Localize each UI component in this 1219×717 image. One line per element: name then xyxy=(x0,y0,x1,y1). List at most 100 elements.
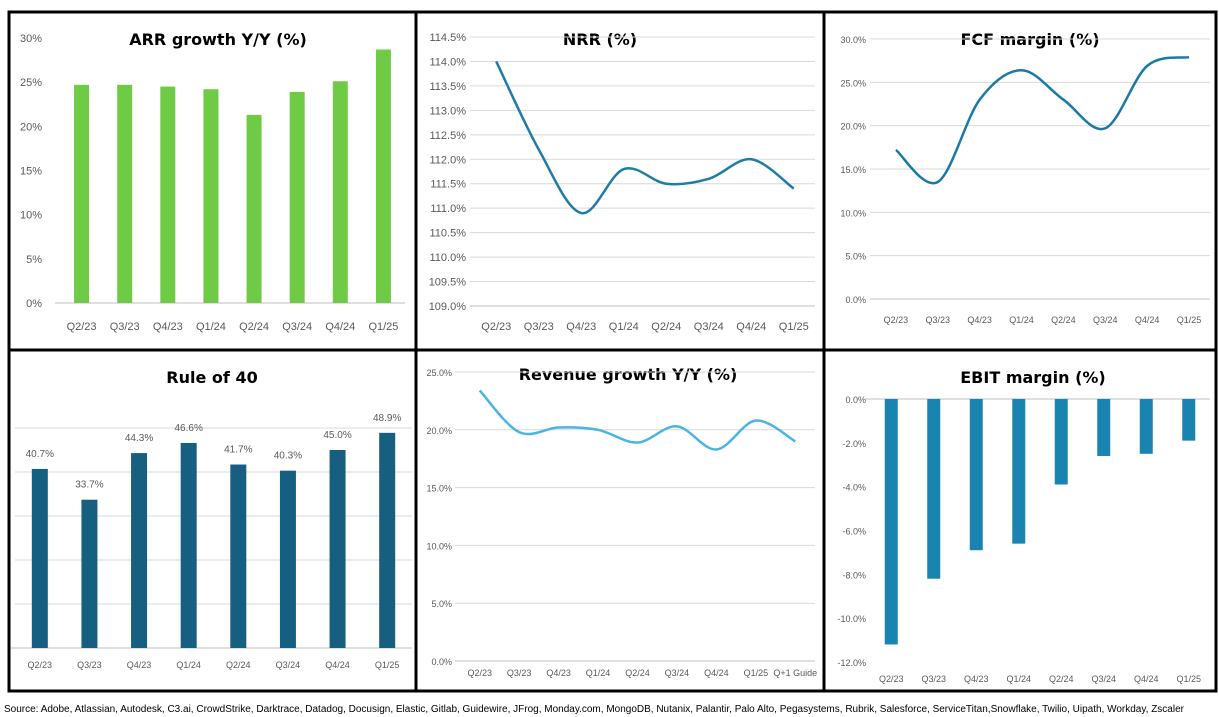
y-tick-label: 112.5% xyxy=(430,130,467,142)
bar xyxy=(117,84,133,303)
y-tick-label: 113.0% xyxy=(430,105,467,117)
bar xyxy=(1054,399,1068,485)
bar xyxy=(927,399,941,579)
y-tick-label: 111.0% xyxy=(430,203,466,215)
source-note: Source: Adobe, Atlassian, Autodesk, C3.a… xyxy=(4,704,1185,715)
y-tick-label: 0% xyxy=(26,298,42,310)
x-tick-label: Q1/25 xyxy=(1176,674,1201,684)
x-tick-label: Q4/24 xyxy=(325,321,355,333)
x-tick-label: Q2/23 xyxy=(467,668,492,678)
y-tick-label: -6.0% xyxy=(842,527,866,537)
y-tick-label: 114.0% xyxy=(430,56,467,68)
x-tick-label: Q1/24 xyxy=(1009,315,1034,325)
bar xyxy=(131,453,148,648)
data-label: 46.6% xyxy=(175,423,203,434)
bar xyxy=(1182,399,1196,441)
x-tick-label: Q3/23 xyxy=(507,668,532,678)
data-label: 41.7% xyxy=(224,445,252,456)
x-tick-label: Q4/23 xyxy=(967,315,992,325)
x-tick-label: Q+1 Guide xyxy=(773,668,817,678)
chart-panel-2: FCF margin (%)0.0%5.0%10.0%15.0%20.0%25.… xyxy=(840,30,1210,325)
chart-panel-0: ARR growth Y/Y (%) 0% 5% 10% 15% 20% 25% 30% Q2/… xyxy=(20,30,405,333)
y-tick-label: 20.0% xyxy=(840,122,866,132)
chart-panel-4: Revenue growth Y/Y (%) 0.0% 5.0% 10.0% 15.0%… xyxy=(426,365,817,678)
y-tick-label: 10.0% xyxy=(840,208,866,218)
x-tick-label: Q4/23 xyxy=(546,668,571,678)
y-tick-label: 15.0% xyxy=(840,165,866,175)
data-label: 40.3% xyxy=(274,451,302,462)
bar xyxy=(289,91,305,303)
y-tick-label: 25% xyxy=(20,77,42,89)
bar xyxy=(81,499,98,648)
y-tick-label: -12.0% xyxy=(837,658,866,668)
y-tick-label: 15.0% xyxy=(426,484,452,494)
y-tick-label: -8.0% xyxy=(842,570,866,580)
x-tick-label: Q3/24 xyxy=(1091,674,1116,684)
chart-panel-3: Rule of 40 Q2/23 Q3/23 Q4/23 Q1/24 Q2/24 Q3/24… xyxy=(10,368,412,670)
x-tick-label: Q3/24 xyxy=(694,321,724,333)
x-tick-label: Q4/23 xyxy=(127,660,152,670)
series-line xyxy=(495,60,795,215)
chart-panel-5: EBIT margin (%) -12.0% -10.0% -8.0% -6.0% -4.… xyxy=(837,368,1210,684)
x-tick-label: Q2/23 xyxy=(879,674,904,684)
y-tick-label: 10% xyxy=(20,210,42,222)
x-tick-label: Q1/24 xyxy=(586,668,611,678)
x-tick-label: Q2/24 xyxy=(226,660,251,670)
bar xyxy=(969,399,983,551)
x-tick-label: Q2/24 xyxy=(1051,315,1076,325)
y-tick-label: 111.5% xyxy=(430,179,466,191)
x-tick-label: Q3/24 xyxy=(665,668,690,678)
data-label: 40.7% xyxy=(26,449,54,460)
x-tick-label: Q4/24 xyxy=(1134,674,1159,684)
y-tick-label: 112.0% xyxy=(430,154,467,166)
bar xyxy=(1097,399,1111,456)
data-label: 48.9% xyxy=(373,413,401,424)
x-tick-label: Q3/23 xyxy=(77,660,102,670)
x-tick-label: Q1/25 xyxy=(779,321,809,333)
x-tick-label: Q4/23 xyxy=(964,674,989,684)
y-tick-label: 0.0% xyxy=(845,295,866,305)
x-tick-label: Q1/25 xyxy=(375,660,400,670)
x-tick-label: Q1/25 xyxy=(368,321,398,333)
bar xyxy=(884,399,898,645)
x-tick-label: Q1/24 xyxy=(609,321,639,333)
data-label: 44.3% xyxy=(125,433,153,444)
y-tick-label: 30% xyxy=(20,33,42,45)
series-line xyxy=(895,55,1190,185)
chart-title: NRR (%) xyxy=(563,30,637,49)
y-tick-label: 0.0% xyxy=(431,657,452,667)
x-tick-label: Q2/24 xyxy=(239,321,269,333)
series-line xyxy=(478,389,796,451)
y-tick-label: 113.5% xyxy=(430,81,467,93)
x-tick-label: Q4/23 xyxy=(153,321,183,333)
bar xyxy=(160,86,176,303)
bar xyxy=(246,114,262,303)
bar xyxy=(180,442,197,648)
bar xyxy=(279,470,296,648)
y-tick-label: 5.0% xyxy=(845,252,866,262)
x-tick-label: Q2/23 xyxy=(481,321,511,333)
chart-title: Rule of 40 xyxy=(166,368,257,387)
x-tick-label: Q2/24 xyxy=(651,321,681,333)
y-tick-label: 110.5% xyxy=(430,228,467,240)
bar xyxy=(203,89,219,303)
x-tick-label: Q2/23 xyxy=(67,321,97,333)
y-tick-label: 25.0% xyxy=(426,368,452,378)
x-tick-label: Q4/23 xyxy=(566,321,596,333)
chart-title: EBIT margin (%) xyxy=(960,368,1105,387)
x-tick-label: Q3/23 xyxy=(110,321,140,333)
bar xyxy=(329,450,346,648)
y-tick-label: 110.0% xyxy=(430,252,467,264)
y-tick-label: 114.5% xyxy=(430,32,467,44)
x-tick-label: Q4/24 xyxy=(1135,315,1160,325)
x-tick-label: Q1/25 xyxy=(744,668,769,678)
chart-panel-1: NRR (%) 109.0% 109.5% 110.0% 110.5% 111.0% 111… xyxy=(429,30,815,333)
y-tick-label: 10.0% xyxy=(426,541,452,551)
y-tick-label: 15% xyxy=(20,166,42,178)
y-tick-label: 109.0% xyxy=(429,301,467,313)
y-tick-label: 20.0% xyxy=(426,426,452,436)
y-tick-label: 109.5% xyxy=(429,277,467,289)
y-tick-label: 25.0% xyxy=(840,78,866,88)
x-tick-label: Q2/23 xyxy=(28,660,53,670)
